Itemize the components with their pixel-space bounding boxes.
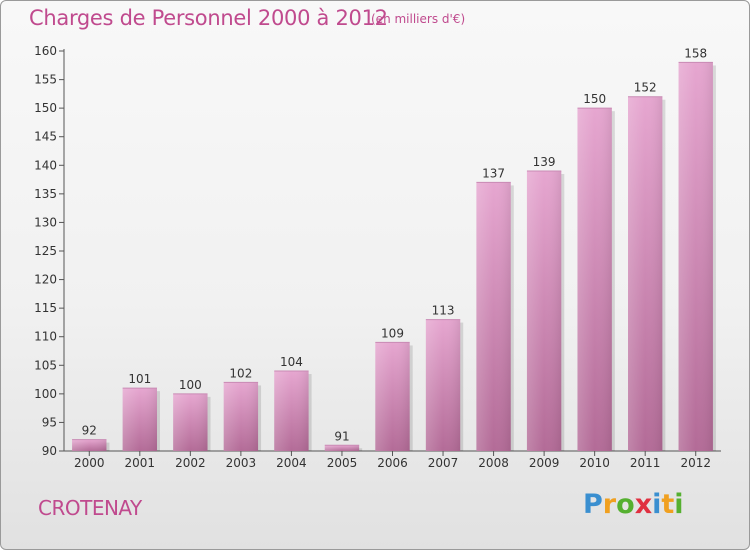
x-tick-label: 2005 [327, 456, 358, 470]
x-tick-label: 2003 [226, 456, 257, 470]
data-label: 100 [179, 378, 202, 392]
data-label: 109 [381, 326, 404, 340]
y-tick-label: 125 [34, 244, 57, 258]
x-tick-label: 2006 [377, 456, 408, 470]
data-label: 92 [82, 424, 97, 438]
x-tick-label: 2000 [74, 456, 105, 470]
y-tick-label: 105 [34, 358, 57, 372]
commune-name: CROTENAY [38, 496, 142, 520]
bar-shine [628, 96, 663, 451]
chart-subtitle: (en milliers d'€) [371, 12, 466, 26]
bar-shine [72, 439, 107, 451]
bar-shine [577, 108, 612, 452]
data-label: 152 [634, 81, 657, 95]
brand-letter: i [674, 489, 684, 520]
y-tick-label: 120 [34, 273, 57, 287]
x-tick-label: 2012 [680, 456, 711, 470]
y-tick-label: 135 [34, 187, 57, 201]
data-label: 158 [684, 46, 707, 60]
y-tick-label: 115 [34, 301, 57, 315]
y-tick-label: 150 [34, 101, 57, 115]
x-tick-label: 2001 [125, 456, 156, 470]
data-label: 113 [432, 304, 455, 318]
y-tick-label: 155 [34, 73, 57, 87]
y-tick-label: 90 [42, 444, 57, 458]
labels: 92 101 100 102 104 91 109 113 137 139 150 152 158 [82, 46, 708, 443]
brand-letter: r [602, 489, 617, 520]
chart-title: Charges de Personnel 2000 à 2012 [29, 6, 388, 30]
data-label: 102 [229, 366, 252, 380]
y-tick-label: 130 [34, 215, 57, 229]
bar-shine [678, 62, 713, 452]
brand-letter: i [652, 489, 662, 520]
y-tick-label: 95 [42, 415, 57, 429]
x-tick-label: 2007 [428, 456, 459, 470]
bar-shine [375, 342, 410, 451]
bars [72, 61, 716, 452]
bar-shine [173, 393, 208, 451]
y-tick-label: 100 [34, 387, 57, 401]
data-label: 101 [128, 372, 151, 386]
x-tick-label: 2011 [630, 456, 661, 470]
y-tick-label: 145 [34, 130, 57, 144]
bar-shine [223, 382, 259, 451]
brand-letter: P [583, 489, 603, 520]
data-label: 150 [583, 92, 606, 106]
x-tick-label: 2010 [579, 456, 610, 470]
brand-letter: t [661, 489, 675, 520]
y-tick-label: 110 [34, 330, 57, 344]
y-tick-label: 140 [34, 158, 57, 172]
x-tick-label: 2004 [276, 456, 307, 470]
data-label: 91 [334, 429, 349, 443]
data-label: 104 [280, 355, 303, 369]
bar-shine [425, 319, 461, 451]
bar-shine [526, 171, 562, 451]
bar-shine [476, 182, 511, 451]
brand-letter: o [616, 489, 635, 520]
data-label: 139 [533, 155, 556, 169]
proxiti-logo[interactable]: Proxiti [583, 489, 684, 520]
y-tick-label: 160 [34, 44, 57, 58]
data-label: 137 [482, 166, 505, 180]
bar-shine [324, 445, 360, 451]
x-tick-label: 2008 [478, 456, 509, 470]
bar-shine [274, 371, 309, 451]
x-tick-label: 2009 [529, 456, 560, 470]
x-tick-label: 2002 [175, 456, 206, 470]
bar-shine [122, 388, 157, 451]
axes: 90 95 100 105 110 115 120 125 130 135 140 145 150 155… [34, 44, 721, 470]
brand-letter: x [634, 489, 653, 520]
